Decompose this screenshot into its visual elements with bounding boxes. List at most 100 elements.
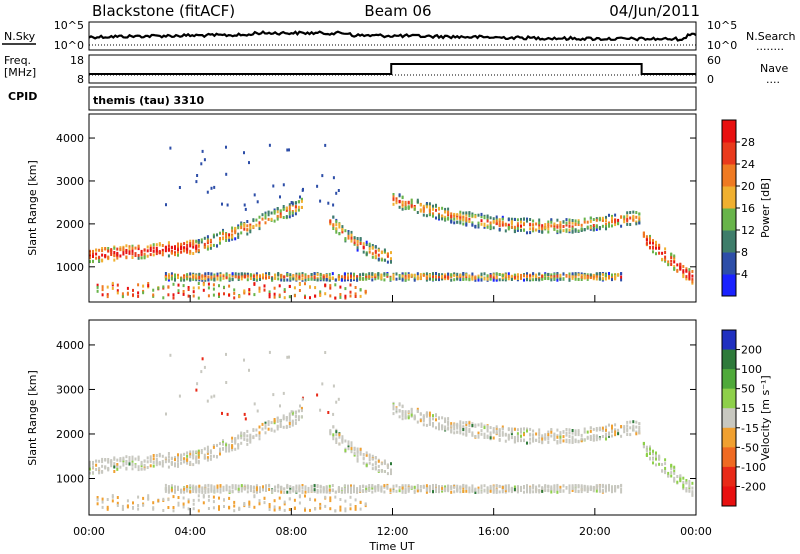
echo-cell bbox=[288, 412, 291, 416]
echo-cell bbox=[614, 223, 617, 227]
echo-cell bbox=[203, 447, 206, 451]
echo-cell bbox=[359, 507, 362, 511]
echo-cell bbox=[202, 495, 205, 499]
echo-cell bbox=[380, 273, 383, 277]
echo-cell bbox=[164, 488, 167, 492]
echo-cell bbox=[365, 463, 368, 467]
echo-cell bbox=[116, 458, 119, 462]
echo-cell bbox=[268, 503, 271, 506]
echo-cell bbox=[291, 211, 294, 215]
echo-cell bbox=[231, 484, 234, 488]
echo-cell bbox=[189, 249, 192, 253]
echo-cell bbox=[492, 273, 495, 277]
echo-cell bbox=[658, 462, 661, 466]
echo-cell bbox=[298, 487, 301, 491]
echo-cell bbox=[538, 433, 541, 437]
echo-cell bbox=[589, 275, 592, 279]
echo-cell bbox=[535, 228, 538, 232]
echo-cell bbox=[331, 276, 334, 280]
echo-cell bbox=[158, 250, 161, 254]
echo-cell bbox=[249, 273, 252, 277]
echo-cell bbox=[661, 257, 664, 261]
echo-cell bbox=[468, 276, 471, 280]
echo-cell bbox=[132, 501, 134, 505]
echo-cell bbox=[392, 412, 395, 416]
echo-cell bbox=[134, 464, 137, 468]
echo-cell bbox=[422, 273, 425, 277]
echo-cell bbox=[649, 241, 651, 245]
echo-cell bbox=[468, 486, 471, 490]
echo-cell bbox=[207, 490, 210, 494]
echo-cell bbox=[383, 250, 386, 254]
echo-cell bbox=[501, 427, 504, 431]
echo-cell bbox=[574, 275, 577, 279]
echo-cell bbox=[492, 278, 495, 282]
echo-cell bbox=[480, 432, 483, 436]
echo-cell bbox=[225, 235, 228, 239]
echo-cell bbox=[604, 274, 607, 278]
echo-cell bbox=[228, 446, 231, 450]
echo-cell bbox=[347, 231, 350, 235]
echo-cell bbox=[395, 489, 398, 493]
echo-cell bbox=[371, 484, 374, 488]
echo-cell bbox=[277, 272, 280, 275]
echo-cell bbox=[258, 437, 261, 441]
echo-cell bbox=[642, 445, 645, 449]
echo-cell bbox=[670, 253, 673, 257]
echo-cell bbox=[304, 485, 307, 489]
echo-cell bbox=[532, 490, 535, 494]
echo-cell bbox=[638, 426, 641, 429]
echo-cell bbox=[667, 263, 670, 267]
echo-cell bbox=[356, 243, 359, 247]
echo-cell bbox=[197, 296, 200, 300]
echo-cell bbox=[279, 422, 282, 425]
echo-cell bbox=[216, 276, 219, 280]
echo-cell bbox=[128, 456, 131, 460]
noise-panel: N.Sky 10^5 10^0 10^5 10^0 N.Search .....… bbox=[2, 19, 796, 53]
echo-cell bbox=[407, 206, 410, 210]
echo-cell bbox=[407, 486, 410, 490]
echo-cell bbox=[231, 233, 234, 237]
echo-cell bbox=[209, 243, 212, 247]
echo-cell bbox=[197, 494, 200, 498]
echo-cell bbox=[162, 497, 165, 501]
echo-cell bbox=[459, 420, 462, 424]
echo-cell bbox=[513, 273, 516, 277]
echo-cell bbox=[222, 230, 224, 234]
echo-cell bbox=[149, 253, 152, 257]
echo-cell bbox=[483, 272, 486, 276]
echo-cell bbox=[146, 254, 149, 258]
echo-cell bbox=[206, 451, 209, 455]
echo-cell bbox=[172, 296, 175, 300]
echo-cell bbox=[140, 249, 143, 253]
echo-cell bbox=[513, 440, 516, 444]
echo-cell bbox=[526, 484, 528, 488]
echo-cell bbox=[574, 433, 577, 437]
echo-cell bbox=[338, 435, 341, 439]
echo-cell bbox=[649, 236, 651, 240]
echo-cell bbox=[359, 277, 362, 280]
echo-cell bbox=[538, 221, 541, 225]
echo-cell bbox=[471, 223, 474, 227]
echo-cell bbox=[673, 465, 676, 469]
echo-cell bbox=[350, 236, 353, 240]
echo-cell bbox=[556, 274, 559, 278]
echo-cell bbox=[425, 272, 428, 276]
echo-cell bbox=[195, 455, 198, 459]
echo-cell bbox=[180, 455, 183, 459]
echo-cell bbox=[432, 490, 434, 494]
echo-cell bbox=[416, 200, 419, 204]
echo-cell bbox=[198, 272, 201, 276]
echo-cell bbox=[204, 487, 207, 491]
echo-cell bbox=[520, 224, 522, 228]
echo-cell bbox=[410, 410, 413, 414]
echo-cell bbox=[359, 501, 362, 504]
echo-cell bbox=[547, 227, 550, 231]
echo-cell bbox=[550, 278, 553, 282]
echo-cell bbox=[155, 246, 158, 250]
echo-cell bbox=[598, 277, 601, 281]
echo-cell bbox=[447, 213, 450, 217]
echo-cell bbox=[203, 236, 206, 240]
echo-cell bbox=[209, 238, 212, 242]
echo-cell bbox=[608, 423, 610, 427]
